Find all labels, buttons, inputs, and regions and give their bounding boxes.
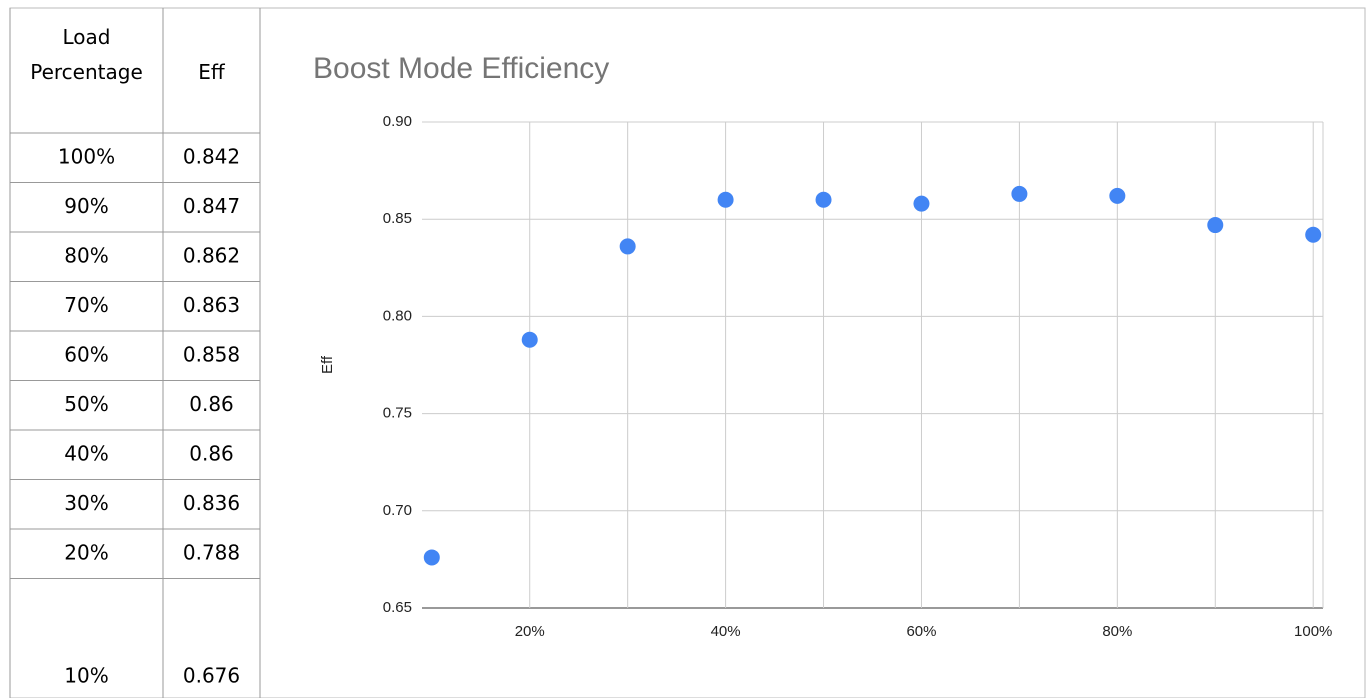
table-cell: 0.842 bbox=[183, 144, 240, 168]
x-tick-label: 80% bbox=[1102, 623, 1132, 640]
y-tick-label: 0.75 bbox=[383, 405, 412, 422]
point bbox=[1305, 226, 1322, 243]
table-cell: 0.858 bbox=[183, 342, 240, 366]
table-cell: 90% bbox=[64, 194, 108, 218]
point bbox=[913, 195, 930, 212]
table-cell: 80% bbox=[64, 243, 108, 267]
table-cell: 70% bbox=[64, 293, 108, 317]
table-cell: 0.86 bbox=[189, 392, 234, 416]
point bbox=[1109, 187, 1126, 204]
table-cell: 60% bbox=[64, 342, 108, 366]
point bbox=[1011, 185, 1028, 202]
point bbox=[423, 549, 440, 566]
table-cell: 50% bbox=[64, 392, 108, 416]
x-tick-label: 20% bbox=[515, 623, 545, 640]
table-cell: 40% bbox=[64, 441, 108, 465]
x-tick-label: 100% bbox=[1294, 623, 1332, 640]
table-cell: 0.788 bbox=[183, 540, 240, 564]
table-header: Load Percentage bbox=[30, 25, 143, 84]
table-cell: 0.862 bbox=[183, 243, 240, 267]
chart-title: Boost Mode Efficiency bbox=[313, 52, 609, 85]
table-cell: 10% bbox=[64, 664, 108, 688]
table-cell: 0.847 bbox=[183, 194, 240, 218]
table-cell: 100% bbox=[58, 144, 115, 168]
y-tick-label: 0.90 bbox=[383, 113, 412, 130]
y-tick-label: 0.85 bbox=[383, 210, 412, 227]
x-tick-label: 40% bbox=[711, 623, 741, 640]
table: 100% 0.842 90% 0.847 80% 0.862 70% 0.863 60% 0.85… bbox=[9, 8, 261, 698]
y-axis-label: Eff bbox=[319, 355, 336, 374]
point bbox=[717, 191, 734, 208]
table-header: Eff bbox=[198, 60, 226, 84]
table-cell: 0.676 bbox=[183, 664, 240, 688]
y-tick-label: 0.65 bbox=[383, 599, 412, 616]
y-tick-label: 0.80 bbox=[383, 307, 412, 324]
point bbox=[815, 191, 832, 208]
x-tick-label: 60% bbox=[906, 623, 936, 640]
table-cell: 20% bbox=[64, 540, 108, 564]
point bbox=[619, 238, 636, 255]
y-tick-label: 0.70 bbox=[383, 502, 412, 519]
table-cell: 0.836 bbox=[183, 491, 240, 515]
table-cell: 0.86 bbox=[189, 441, 234, 465]
point bbox=[521, 331, 538, 348]
point bbox=[1207, 217, 1224, 234]
chart: 0.65 0.70 0.75 0.80 0.85 0.90 20% 40% 60% 80% 100% bbox=[383, 113, 1333, 640]
table-cell: 0.863 bbox=[183, 293, 240, 317]
table-cell: 30% bbox=[64, 491, 108, 515]
